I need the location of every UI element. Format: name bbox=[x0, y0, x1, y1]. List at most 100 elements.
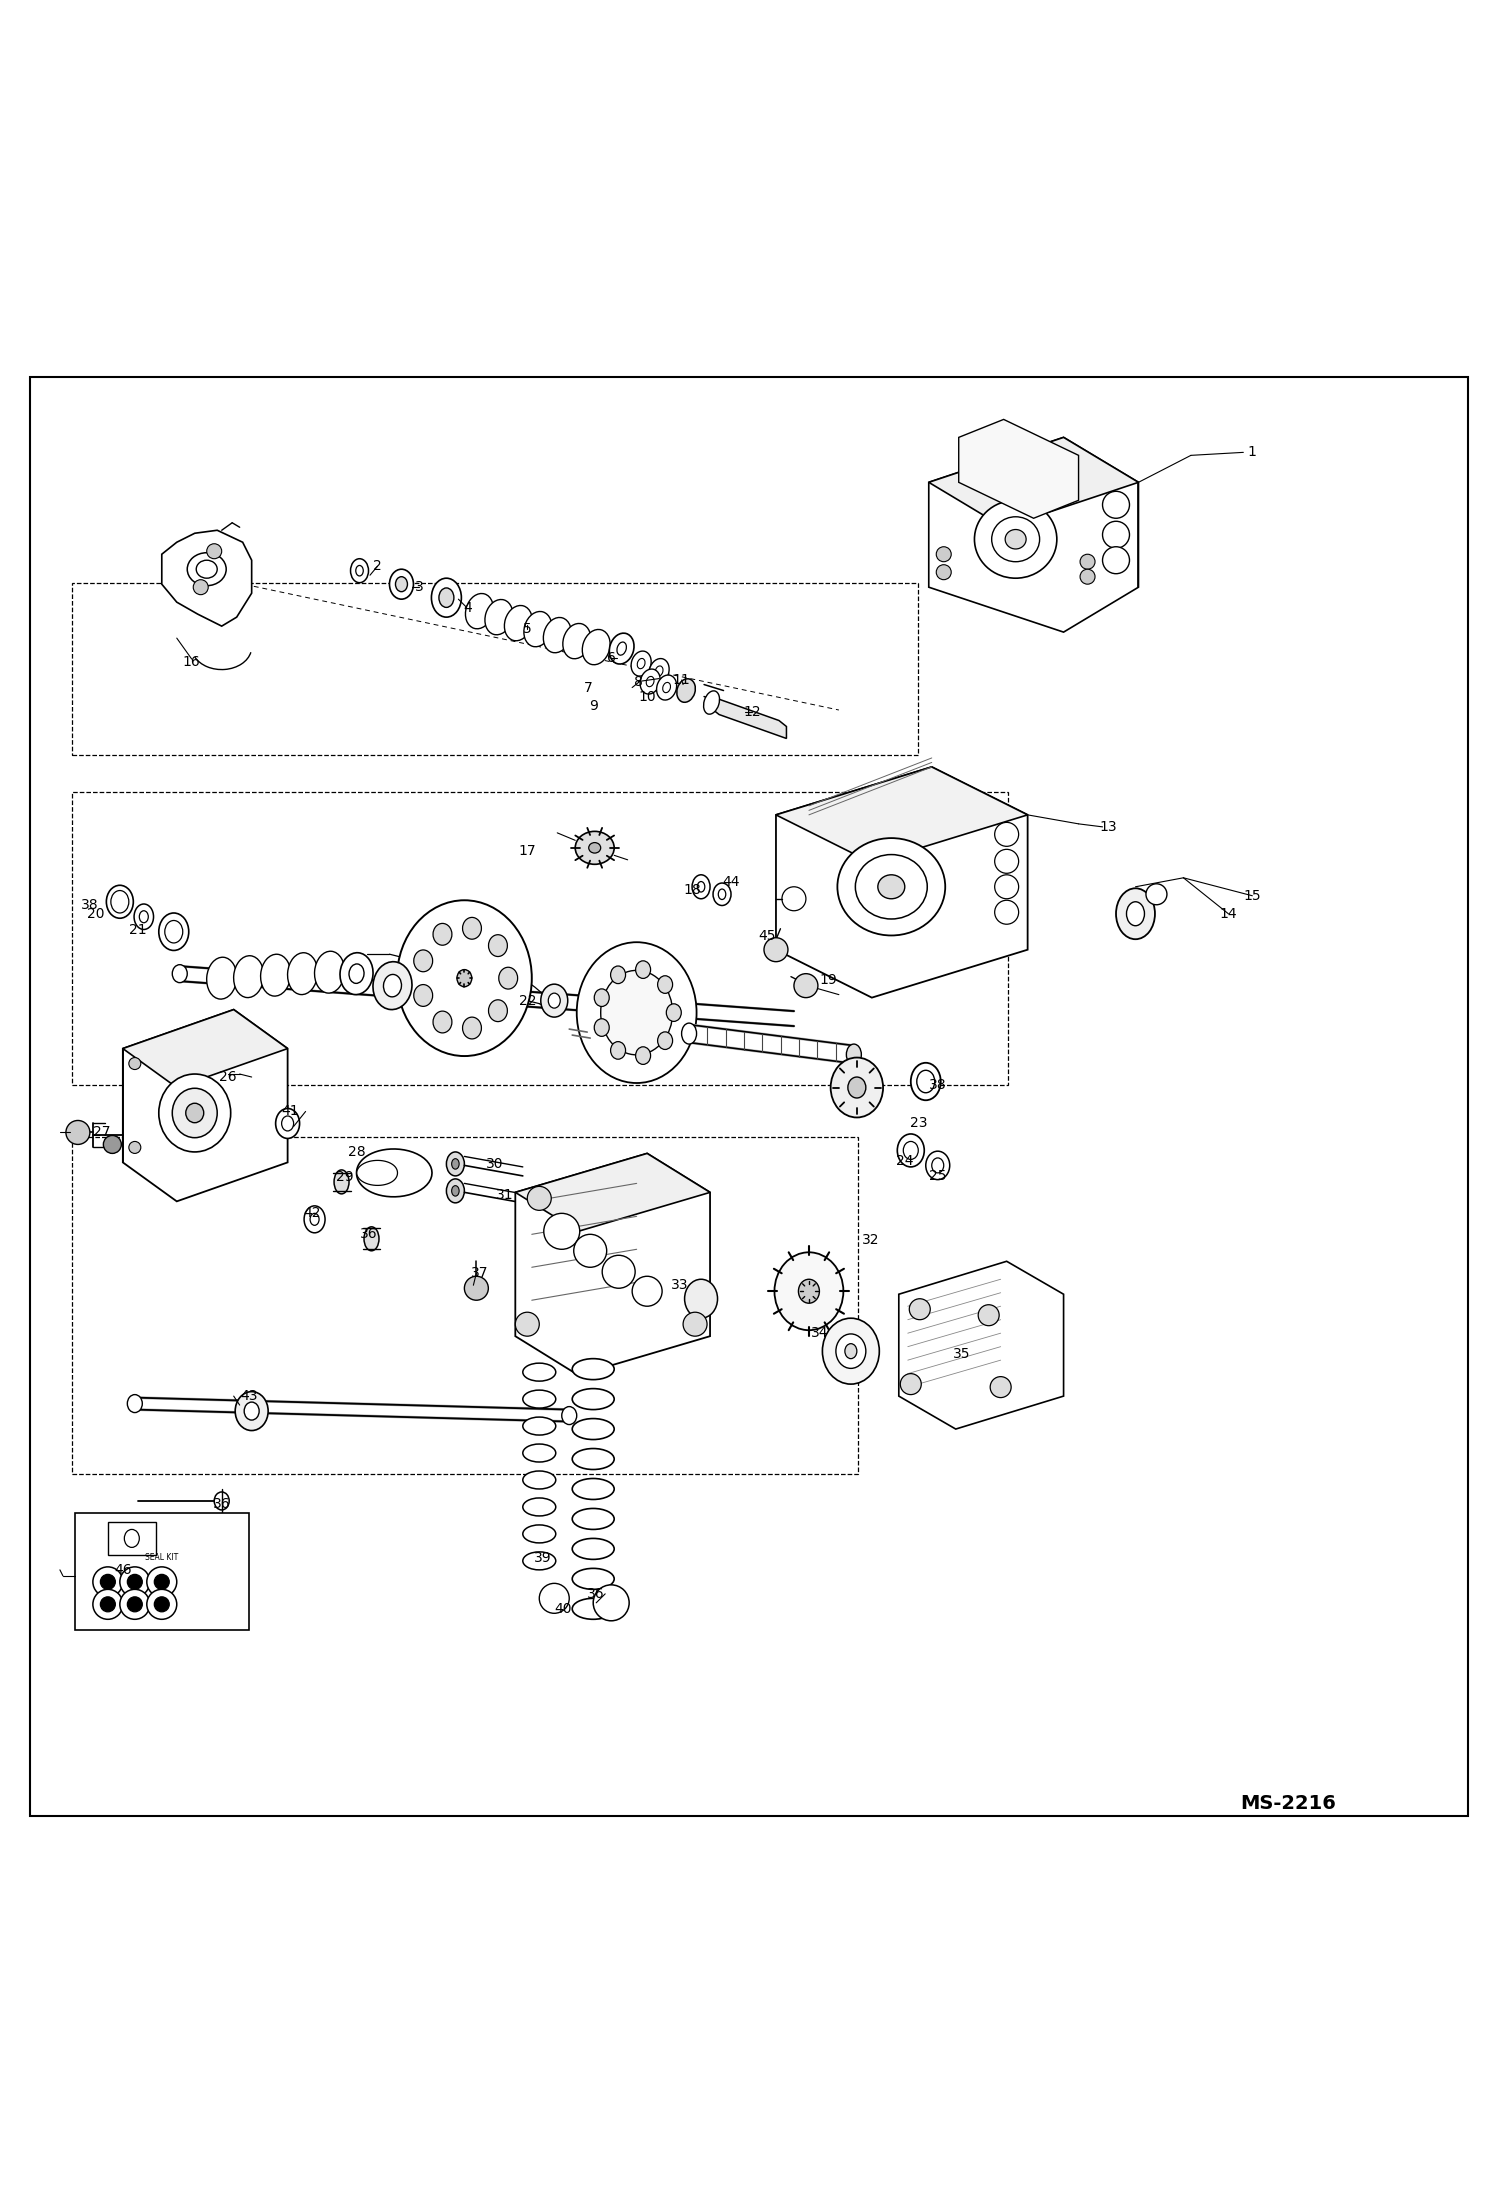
Ellipse shape bbox=[1005, 529, 1026, 548]
Circle shape bbox=[129, 1140, 141, 1154]
Circle shape bbox=[515, 1311, 539, 1336]
Ellipse shape bbox=[466, 594, 493, 629]
Ellipse shape bbox=[637, 658, 646, 669]
Text: 8: 8 bbox=[634, 675, 643, 689]
Ellipse shape bbox=[837, 838, 945, 936]
Text: 15: 15 bbox=[1243, 888, 1261, 904]
Circle shape bbox=[794, 974, 818, 998]
Ellipse shape bbox=[667, 1004, 682, 1022]
Ellipse shape bbox=[572, 1360, 614, 1379]
Bar bbox=[72, 1136, 858, 1474]
Ellipse shape bbox=[1116, 888, 1155, 939]
Circle shape bbox=[1146, 884, 1167, 906]
Ellipse shape bbox=[903, 1140, 918, 1160]
Text: 26: 26 bbox=[219, 1070, 237, 1083]
Text: 27: 27 bbox=[93, 1125, 111, 1140]
Circle shape bbox=[632, 1276, 662, 1307]
Text: 31: 31 bbox=[496, 1189, 514, 1202]
Text: 25: 25 bbox=[929, 1169, 947, 1182]
Circle shape bbox=[936, 546, 951, 561]
Text: 4: 4 bbox=[463, 601, 472, 616]
Text: 42: 42 bbox=[303, 1206, 321, 1219]
Circle shape bbox=[995, 875, 1019, 899]
Ellipse shape bbox=[389, 570, 413, 599]
Text: 38: 38 bbox=[81, 897, 99, 912]
Text: 39: 39 bbox=[533, 1550, 551, 1566]
Ellipse shape bbox=[159, 912, 189, 950]
Text: 6: 6 bbox=[607, 651, 616, 664]
Ellipse shape bbox=[572, 1450, 614, 1469]
Text: 7: 7 bbox=[584, 680, 593, 695]
Text: 23: 23 bbox=[909, 1116, 927, 1129]
Ellipse shape bbox=[572, 1419, 614, 1439]
Ellipse shape bbox=[523, 1524, 556, 1544]
Ellipse shape bbox=[463, 1018, 481, 1039]
Ellipse shape bbox=[433, 1011, 452, 1033]
Text: 5: 5 bbox=[523, 623, 532, 636]
Ellipse shape bbox=[234, 956, 264, 998]
Ellipse shape bbox=[304, 1206, 325, 1232]
Ellipse shape bbox=[992, 518, 1040, 561]
Ellipse shape bbox=[523, 1443, 556, 1463]
Ellipse shape bbox=[499, 967, 518, 989]
Circle shape bbox=[1103, 491, 1129, 518]
Ellipse shape bbox=[845, 1344, 857, 1360]
Ellipse shape bbox=[601, 969, 673, 1055]
Ellipse shape bbox=[878, 875, 905, 899]
Polygon shape bbox=[357, 1149, 431, 1197]
Circle shape bbox=[1103, 522, 1129, 548]
Text: 10: 10 bbox=[638, 689, 656, 704]
Text: 19: 19 bbox=[819, 974, 837, 987]
Polygon shape bbox=[929, 436, 1138, 526]
Ellipse shape bbox=[315, 952, 345, 993]
Circle shape bbox=[147, 1566, 177, 1597]
Text: 40: 40 bbox=[554, 1601, 572, 1616]
Ellipse shape bbox=[373, 963, 412, 1009]
Ellipse shape bbox=[836, 1333, 866, 1368]
Circle shape bbox=[127, 1575, 142, 1590]
Circle shape bbox=[93, 1566, 123, 1597]
Text: 44: 44 bbox=[722, 875, 740, 890]
Ellipse shape bbox=[446, 1151, 464, 1175]
Ellipse shape bbox=[611, 965, 626, 985]
Ellipse shape bbox=[583, 629, 610, 664]
Ellipse shape bbox=[544, 618, 571, 654]
Ellipse shape bbox=[214, 1491, 229, 1511]
Ellipse shape bbox=[562, 1406, 577, 1425]
Ellipse shape bbox=[662, 682, 671, 693]
Text: 24: 24 bbox=[896, 1154, 914, 1169]
Ellipse shape bbox=[351, 559, 369, 583]
Ellipse shape bbox=[774, 1252, 843, 1331]
Ellipse shape bbox=[595, 1020, 610, 1037]
Ellipse shape bbox=[655, 667, 664, 675]
Ellipse shape bbox=[196, 559, 217, 579]
Ellipse shape bbox=[658, 976, 673, 993]
Circle shape bbox=[464, 1276, 488, 1300]
Ellipse shape bbox=[649, 658, 670, 684]
Ellipse shape bbox=[235, 1393, 268, 1430]
Polygon shape bbox=[515, 1154, 710, 1375]
Text: 12: 12 bbox=[743, 704, 761, 719]
Polygon shape bbox=[515, 1154, 710, 1230]
Ellipse shape bbox=[822, 1318, 879, 1384]
Circle shape bbox=[1080, 555, 1095, 570]
Text: 2: 2 bbox=[373, 559, 382, 572]
Ellipse shape bbox=[186, 1103, 204, 1123]
Ellipse shape bbox=[244, 1401, 259, 1421]
Circle shape bbox=[990, 1377, 1011, 1397]
Ellipse shape bbox=[187, 553, 226, 586]
Ellipse shape bbox=[124, 1529, 139, 1548]
Text: 28: 28 bbox=[348, 1145, 366, 1158]
Polygon shape bbox=[712, 697, 786, 739]
Ellipse shape bbox=[646, 675, 655, 686]
Ellipse shape bbox=[713, 884, 731, 906]
Polygon shape bbox=[899, 1261, 1064, 1430]
Polygon shape bbox=[959, 419, 1079, 518]
Text: 9: 9 bbox=[589, 700, 598, 713]
Circle shape bbox=[574, 1235, 607, 1268]
Circle shape bbox=[909, 1298, 930, 1320]
Circle shape bbox=[544, 1213, 580, 1250]
Text: 37: 37 bbox=[470, 1265, 488, 1281]
Ellipse shape bbox=[431, 579, 461, 616]
Ellipse shape bbox=[718, 888, 725, 899]
